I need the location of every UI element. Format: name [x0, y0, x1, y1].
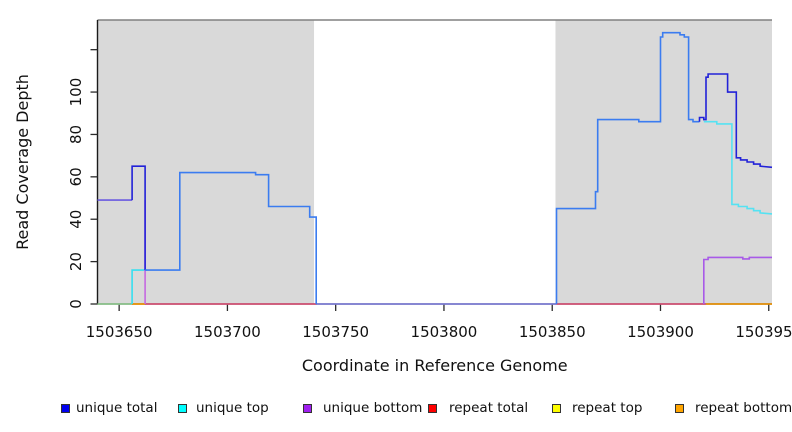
series-unique-total-pure-2 [698, 73, 773, 169]
repeat-region-left [97, 20, 315, 304]
series-unique-bottom-tail [702, 256, 772, 304]
y-tick-label: 20 [67, 252, 85, 271]
x-tick-label: 1503800 [411, 323, 478, 341]
x-tick-label: 1503650 [86, 323, 153, 341]
y-tick-label: 40 [67, 210, 85, 229]
legend-label-repeat-total: repeat total [449, 400, 529, 416]
y-axis-title: Read Coverage Depth [13, 74, 32, 250]
series-unique-total-over-top-2 [555, 31, 700, 304]
series-unique-top-step [131, 269, 148, 304]
legend-label-repeat-bottom: repeat bottom [695, 400, 792, 416]
series-unique-total-over-top-1 [145, 171, 318, 304]
x-tick-label: 1503700 [194, 323, 261, 341]
repeat-region-right [555, 20, 772, 304]
y-tick-label: 0 [67, 299, 85, 309]
legend-label-unique-top: unique top [196, 400, 269, 416]
legend-swatch-repeat-total [428, 404, 437, 413]
legend-label-unique-total: unique total [76, 400, 158, 416]
legend-label-unique-bottom: unique bottom [323, 400, 423, 416]
plot-canvas: 1503650 1503700 1503750 1503800 1503850 15039… [13, 19, 792, 375]
y-tick-label: 100 [67, 78, 85, 107]
legend-swatch-repeat-bottom [675, 404, 684, 413]
x-tick-label: 1503750 [302, 323, 369, 341]
series-unique-top-tail [703, 120, 773, 215]
legend-swatch-unique-bottom [303, 404, 312, 413]
legend-swatch-repeat-top [552, 404, 561, 413]
x-tick-label: 1503900 [627, 323, 694, 341]
legend-swatch-unique-top [178, 404, 187, 413]
x-axis-title: Coordinate in Reference Genome [302, 356, 568, 375]
y-tick-label: 60 [67, 167, 85, 186]
series-unique-total-pure-1 [131, 165, 146, 271]
legend-swatch-unique-total [61, 404, 70, 413]
x-tick-label: 1503850 [519, 323, 586, 341]
y-tick-label: 80 [67, 125, 85, 144]
legend: unique total unique top unique bottom repea… [0, 399, 792, 421]
legend-label-repeat-top: repeat top [572, 400, 643, 416]
